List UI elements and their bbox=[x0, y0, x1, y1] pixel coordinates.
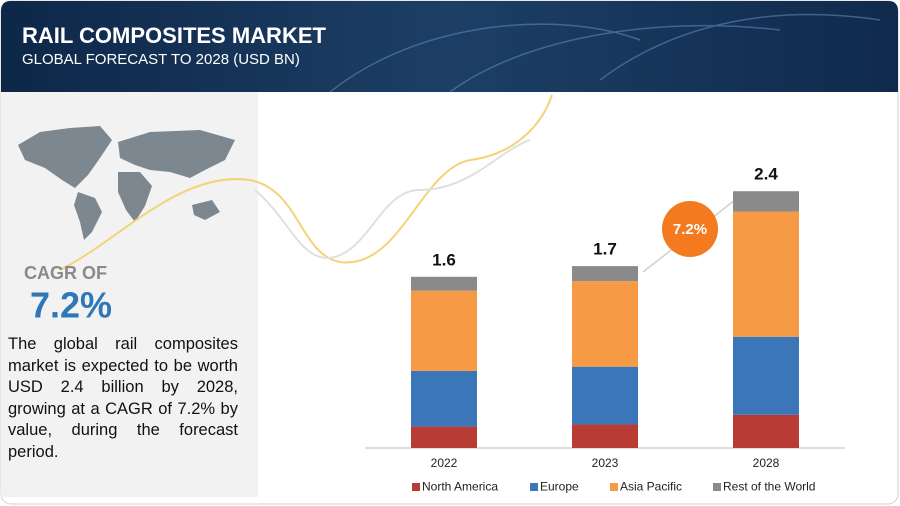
bar-segment bbox=[733, 414, 799, 448]
bar-segment bbox=[411, 290, 477, 371]
badge bbox=[662, 201, 718, 257]
decor-curve bbox=[59, 94, 553, 271]
title: RAIL COMPOSITES MARKET bbox=[22, 23, 327, 48]
total-label: 2.4 bbox=[754, 165, 778, 184]
badge-text: 7.2% bbox=[673, 221, 707, 238]
x-tick-label: 2023 bbox=[592, 456, 619, 470]
legend-label: Europe bbox=[540, 480, 579, 494]
legend-swatch bbox=[530, 483, 538, 491]
bar-segment bbox=[572, 366, 638, 425]
bar-segment bbox=[572, 424, 638, 448]
x-tick-label: 2022 bbox=[431, 456, 458, 470]
bar-segment bbox=[733, 211, 799, 337]
legend-label: North America bbox=[422, 480, 498, 494]
x-tick-label: 2028 bbox=[753, 456, 780, 470]
bar-segment bbox=[733, 336, 799, 415]
cagr-label: CAGR OF bbox=[24, 263, 107, 283]
legend-label: Rest of the World bbox=[723, 480, 815, 494]
decor-curve bbox=[254, 139, 531, 260]
world-map bbox=[18, 126, 235, 240]
bar-segment bbox=[411, 276, 477, 291]
bar-segment bbox=[411, 370, 477, 427]
bar-segment bbox=[411, 426, 477, 448]
bar-segment bbox=[733, 191, 799, 212]
legend-swatch bbox=[610, 483, 618, 491]
total-label: 1.6 bbox=[432, 250, 456, 269]
bar-segment bbox=[572, 281, 638, 367]
total-label: 1.7 bbox=[593, 240, 617, 259]
cagr-value: 7.2% bbox=[30, 285, 112, 326]
legend-label: Asia Pacific bbox=[620, 480, 682, 494]
legend-swatch bbox=[412, 483, 420, 491]
subtitle: GLOBAL FORECAST TO 2028 (USD BN) bbox=[22, 51, 300, 68]
bar-segment bbox=[572, 266, 638, 282]
description: The global rail composites market is exp… bbox=[8, 335, 238, 461]
header-decoration bbox=[329, 13, 881, 93]
legend-swatch bbox=[713, 483, 721, 491]
header-band bbox=[1, 1, 898, 92]
